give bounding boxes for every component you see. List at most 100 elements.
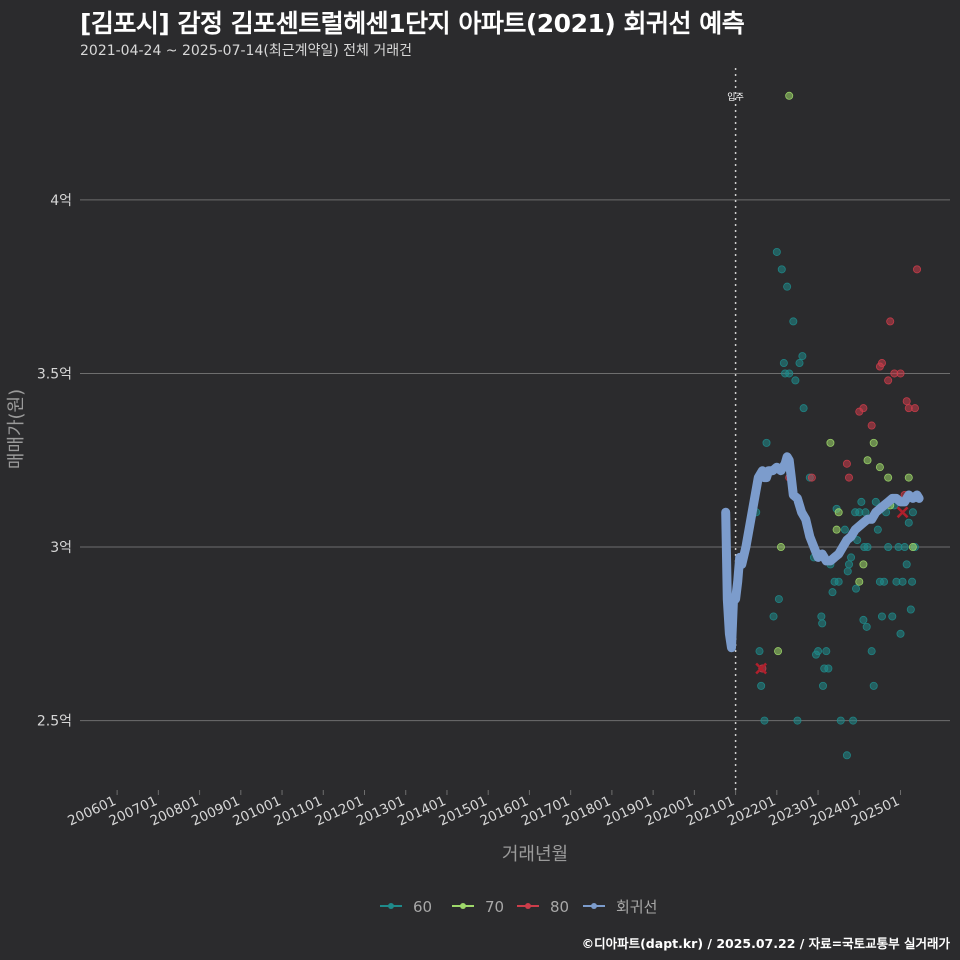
- data-point-60: [785, 369, 794, 378]
- data-point-60: [819, 681, 828, 690]
- move-in-label: 입주: [727, 91, 744, 103]
- data-point-70: [776, 543, 785, 552]
- data-point-60: [863, 543, 872, 552]
- data-point-80: [859, 404, 868, 413]
- data-point-60: [793, 716, 802, 725]
- legend-swatch-80: [525, 903, 531, 909]
- data-point-60: [904, 518, 913, 527]
- data-point-60: [900, 543, 909, 552]
- data-point-60: [908, 508, 917, 517]
- data-point-60: [779, 359, 788, 368]
- data-point-60: [774, 595, 783, 604]
- y-tick-label: 4억: [50, 193, 72, 209]
- data-point-60: [795, 359, 804, 368]
- data-point-60: [851, 584, 860, 593]
- data-point-60: [760, 716, 769, 725]
- data-point-60: [867, 647, 876, 656]
- data-point-80: [910, 404, 919, 413]
- data-point-60: [828, 588, 837, 597]
- legend-label: 70: [485, 898, 504, 916]
- data-point-60: [799, 404, 808, 413]
- data-point-60: [884, 543, 893, 552]
- data-point-60: [789, 317, 798, 326]
- data-point-70: [884, 473, 893, 482]
- source-footer: ©디아파트(dapt.kr) / 2025.07.22 / 자료=국토교통부 실…: [581, 936, 950, 951]
- data-point-60: [908, 577, 917, 586]
- data-point-80: [896, 369, 905, 378]
- data-point-70: [875, 463, 884, 472]
- data-point-60: [880, 577, 889, 586]
- data-point-60: [859, 615, 868, 624]
- data-point-70: [863, 456, 872, 465]
- legend-swatch-회귀선: [591, 903, 597, 909]
- data-point-80: [913, 265, 922, 274]
- data-point-60: [871, 497, 880, 506]
- data-point-60: [902, 560, 911, 569]
- data-point-70: [908, 543, 917, 552]
- legend-label: 60: [413, 898, 432, 916]
- data-point-80: [884, 376, 893, 385]
- data-point-70: [859, 560, 868, 569]
- data-point-60: [777, 265, 786, 274]
- data-point-60: [814, 647, 823, 656]
- data-point-60: [817, 612, 826, 621]
- data-point-60: [843, 567, 852, 576]
- data-point-80: [902, 397, 911, 406]
- data-point-70: [785, 91, 794, 100]
- data-point-60: [791, 376, 800, 385]
- legend-label: 80: [550, 898, 569, 916]
- data-point-60: [836, 716, 845, 725]
- data-point-70: [774, 647, 783, 656]
- x-marker: [755, 662, 768, 675]
- data-point-60: [869, 681, 878, 690]
- data-point-60: [847, 553, 856, 562]
- data-point-60: [798, 352, 807, 361]
- data-point-60: [757, 681, 766, 690]
- legend-swatch-60: [388, 903, 394, 909]
- data-point-70: [826, 438, 835, 447]
- data-point-70: [904, 473, 913, 482]
- data-point-70: [855, 577, 864, 586]
- data-point-60: [877, 612, 886, 621]
- data-point-60: [842, 751, 851, 760]
- chart-title: [김포시] 감정 김포센트럴헤센1단지 아파트(2021) 회귀선 예측: [80, 9, 745, 38]
- y-tick-label: 3억: [50, 540, 72, 556]
- chart-subtitle: 2021-04-24 ~ 2025-07-14(최근계약일) 전체 거래건: [80, 43, 412, 59]
- data-point-70: [834, 508, 843, 517]
- data-point-60: [888, 612, 897, 621]
- legend-label: 회귀선: [616, 898, 657, 916]
- data-point-60: [783, 282, 792, 291]
- data-point-80: [877, 359, 886, 368]
- data-point-60: [769, 612, 778, 621]
- regression-line: [721, 452, 924, 653]
- data-point-70: [869, 438, 878, 447]
- data-point-60: [755, 647, 764, 656]
- x-axis-title: 거래년월: [502, 844, 568, 865]
- data-point-60: [844, 560, 853, 569]
- legend-swatch-70: [460, 903, 466, 909]
- data-point-80: [842, 459, 851, 468]
- data-point-60: [857, 497, 866, 506]
- x-marker: [896, 506, 909, 519]
- data-point-80: [807, 473, 816, 482]
- data-point-60: [818, 619, 827, 628]
- data-point-60: [873, 525, 882, 534]
- y-axis-title: 매매가(원): [6, 389, 27, 469]
- data-point-60: [834, 577, 843, 586]
- data-point-80: [867, 421, 876, 430]
- data-point-80: [886, 317, 895, 326]
- y-tick-label: 3.5억: [37, 366, 72, 382]
- data-point-60: [896, 629, 905, 638]
- data-point-60: [862, 622, 871, 631]
- data-point-60: [840, 525, 849, 534]
- data-point-60: [898, 577, 907, 586]
- data-point-80: [844, 473, 853, 482]
- data-point-60: [906, 605, 915, 614]
- data-point-60: [849, 716, 858, 725]
- data-point-60: [824, 664, 833, 673]
- data-point-60: [772, 247, 781, 256]
- data-point-70: [832, 525, 841, 534]
- data-point-60: [822, 647, 831, 656]
- y-tick-label: 2.5억: [37, 714, 72, 730]
